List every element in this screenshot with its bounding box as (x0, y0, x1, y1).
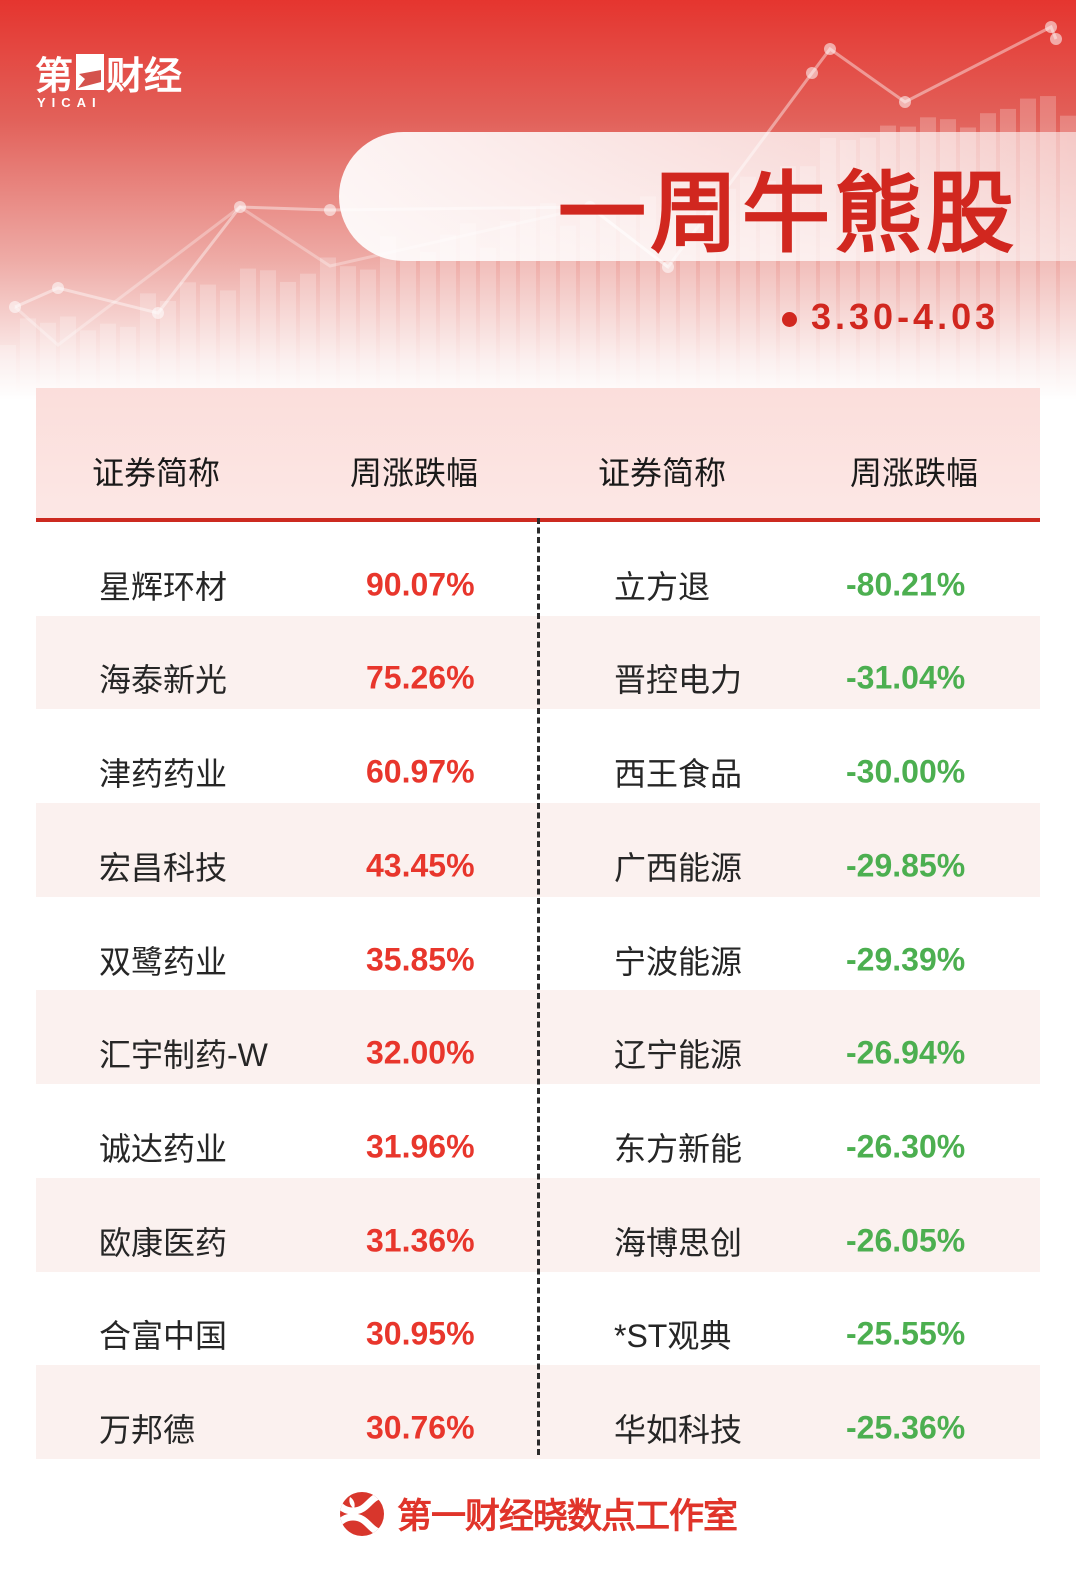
svg-text:YICAI: YICAI (37, 95, 102, 110)
svg-text:第: 第 (35, 56, 73, 98)
svg-text:财经: 财经 (106, 56, 182, 98)
